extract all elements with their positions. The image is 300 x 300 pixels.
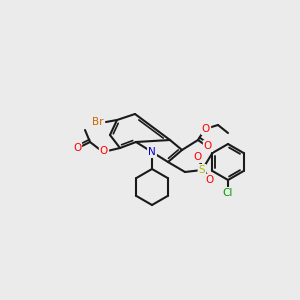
Text: O: O	[205, 175, 213, 185]
Text: O: O	[73, 143, 81, 153]
Text: O: O	[100, 146, 108, 156]
Text: Cl: Cl	[223, 188, 233, 198]
Text: S: S	[199, 165, 205, 175]
Text: O: O	[202, 124, 210, 134]
Text: O: O	[204, 141, 212, 151]
Text: Br: Br	[92, 117, 104, 127]
Text: N: N	[148, 147, 156, 157]
Text: O: O	[193, 152, 201, 162]
